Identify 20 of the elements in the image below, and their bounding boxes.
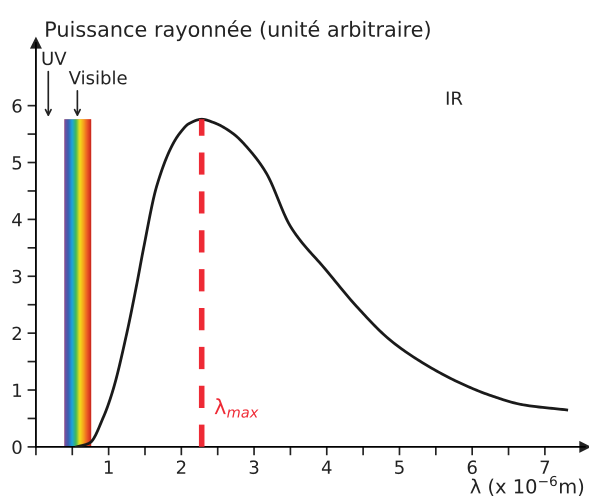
y-axis-title: Puissance rayonnée (unité arbitraire) [46,20,430,42]
annotation: IR [446,92,462,105]
y-tick-label: 3 [12,270,22,284]
annotation: Visible [68,70,127,85]
x-tick-label: 2 [176,460,186,474]
x-tick-label: 4 [322,460,332,474]
x-tick-label: 7 [540,460,550,474]
x-axis-title: λ (x 10$^{−6}$m) [470,476,584,496]
y-tick-label: 5 [12,156,22,170]
x-tick-label: 1 [104,460,113,474]
y-tick-label: 2 [12,326,21,340]
y-tick-label: 1 [13,384,22,397]
y-tick-label: 4 [12,213,22,226]
ref-line-label: λ$_{max}$ [214,398,258,418]
y-tick-label: 6 [12,99,22,113]
annotation: UV [42,52,66,66]
x-tick-label: 3 [250,460,258,474]
x-tick-label: 6 [468,460,477,474]
y-tick-label: 0 [12,440,22,454]
x-tick-label: 5 [395,460,404,474]
